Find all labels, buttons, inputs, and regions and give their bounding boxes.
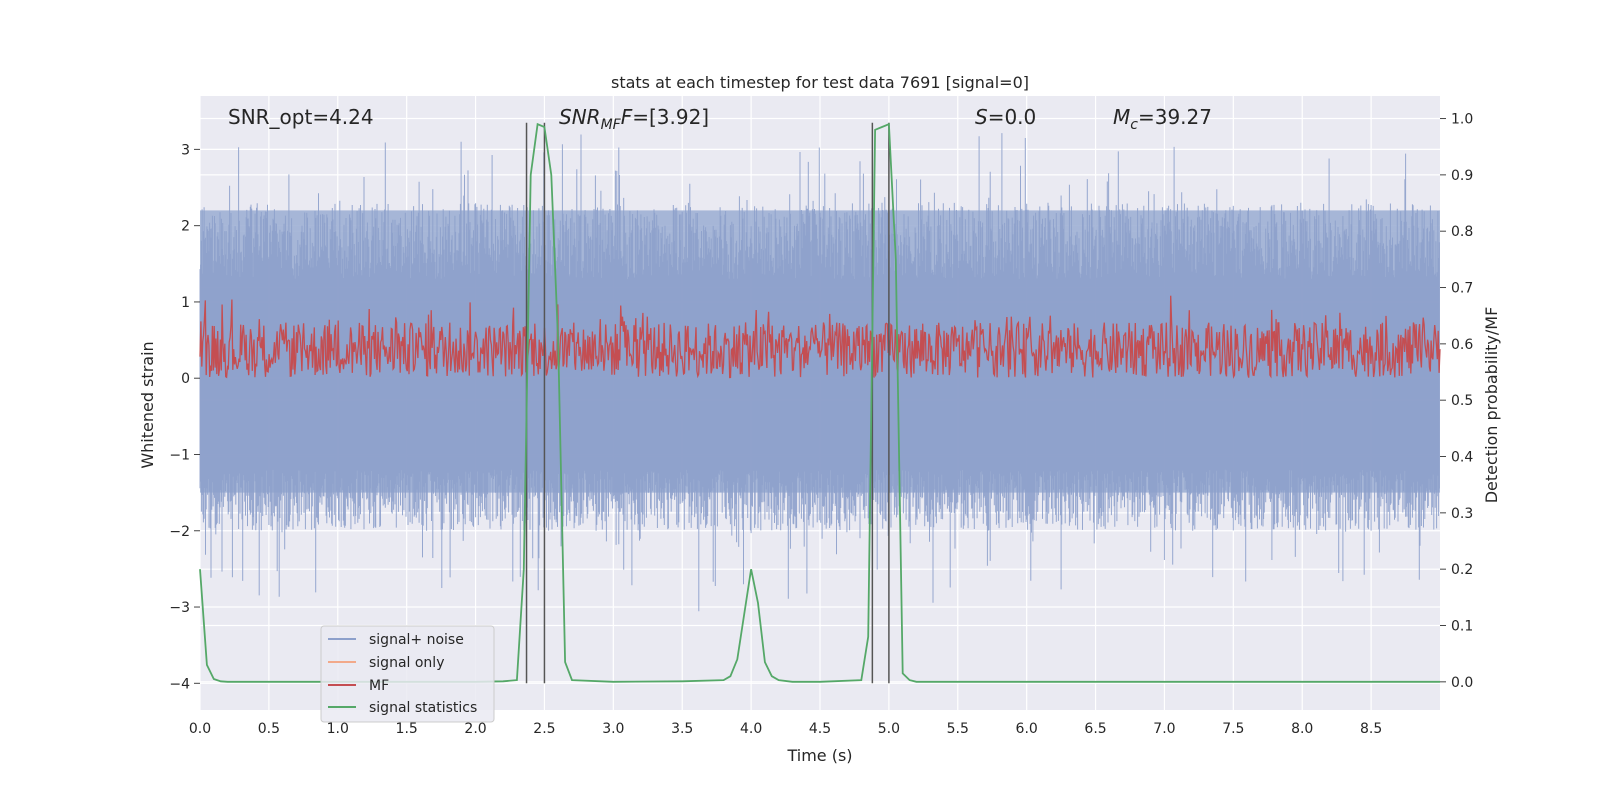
y-right-tick-label: 0.3 [1451, 506, 1473, 522]
x-tick-label: 6.0 [1016, 721, 1038, 737]
x-ticks: 0.0 0.5 1.0 1.5 2.0 2.5 3.0 3.5 4.0 4.5 5.0 5.5 6.0 6… [189, 721, 1382, 737]
legend-label-signal-only: signal only [369, 655, 444, 671]
legend-label-signal-statistics: signal statistics [369, 700, 477, 716]
annotation-s-main: S [975, 105, 988, 129]
y-right-ticks: 1.0 0.9 0.8 0.7 0.6 0.5 0.4 0.3 0.2 0.1 0.0 [1440, 112, 1473, 691]
y-right-axis-label: Detection probability/MF [1482, 307, 1501, 504]
y-right-tick-label: 0.4 [1451, 450, 1473, 466]
y-right-tick-label: 0.5 [1451, 393, 1473, 409]
x-tick-label: 0.5 [258, 721, 280, 737]
y-tick-label: 2 [181, 219, 190, 235]
annotation-mc-main: M [1113, 105, 1130, 129]
x-tick-label: 1.5 [396, 721, 418, 737]
x-tick-label: 1.0 [327, 721, 349, 737]
x-tick-label: 2.5 [533, 721, 555, 737]
annotation-snr-mf-main: SNR [559, 105, 601, 129]
y-tick-label: −4 [169, 676, 190, 692]
mf-line [199, 295, 1441, 379]
y-tick-label: −2 [169, 524, 190, 540]
x-tick-label: 5.5 [947, 721, 969, 737]
y-right-tick-label: 0.6 [1451, 337, 1473, 353]
y-tick-label: −1 [169, 447, 190, 463]
x-tick-label: 2.0 [464, 721, 486, 737]
x-tick-label: 5.0 [878, 721, 900, 737]
y-tick-label: 3 [181, 142, 190, 158]
legend: signal+ noise signal only MF signal stat… [320, 625, 495, 723]
x-tick-label: 4.5 [809, 721, 831, 737]
x-tick-label: 4.0 [740, 721, 762, 737]
y-tick-label: 0 [181, 371, 190, 387]
x-tick-label: 3.5 [671, 721, 693, 737]
mf-series [199, 295, 1441, 379]
y-tick-label: 1 [181, 295, 190, 311]
x-tick-label: 7.5 [1222, 721, 1244, 737]
x-tick-label: 0.0 [189, 721, 211, 737]
legend-box [320, 625, 495, 723]
chart-title: stats at each timestep for test data 769… [611, 73, 1029, 92]
y-right-tick-label: 0.1 [1451, 619, 1473, 635]
y-tick-label: −3 [169, 600, 190, 616]
x-tick-label: 7.0 [1153, 721, 1175, 737]
annotation-s-rest: =0.0 [988, 105, 1037, 129]
annotation-snr-opt: SNR_opt=4.24 [228, 105, 374, 129]
y-ticks: 3 2 1 0 −1 −2 −3 −4 [169, 142, 200, 692]
x-tick-label: 6.5 [1084, 721, 1106, 737]
annotation-snr-mf-f: F [621, 105, 633, 129]
annotation-s: S=0.0 [975, 105, 1036, 129]
x-tick-label: 3.0 [602, 721, 624, 737]
annotation-snr-mf-sub: MF [601, 117, 622, 133]
x-tick-label: 8.5 [1360, 721, 1382, 737]
y-right-tick-label: 0.9 [1451, 168, 1473, 184]
y-axis-label: Whitened strain [138, 341, 157, 468]
y-right-tick-label: 0.7 [1451, 281, 1473, 297]
legend-label-signal-noise: signal+ noise [369, 632, 464, 648]
annotation-mc-sub: c [1130, 117, 1138, 133]
y-right-tick-label: 1.0 [1451, 112, 1473, 128]
legend-label-mf: MF [369, 678, 389, 694]
y-right-tick-label: 0.2 [1451, 562, 1473, 578]
y-right-tick-label: 0.0 [1451, 675, 1473, 691]
x-axis-label: Time (s) [786, 746, 852, 765]
annotation-mc-rest: =39.27 [1138, 105, 1212, 129]
annotation-snr-mf-rest: =[3.92] [632, 105, 709, 129]
y-right-tick-label: 0.8 [1451, 224, 1473, 240]
x-tick-label: 8.0 [1291, 721, 1313, 737]
annotation-snr-mf: SNRMFF=[3.92] [559, 105, 709, 133]
annotation-mc: Mc=39.27 [1113, 105, 1212, 133]
